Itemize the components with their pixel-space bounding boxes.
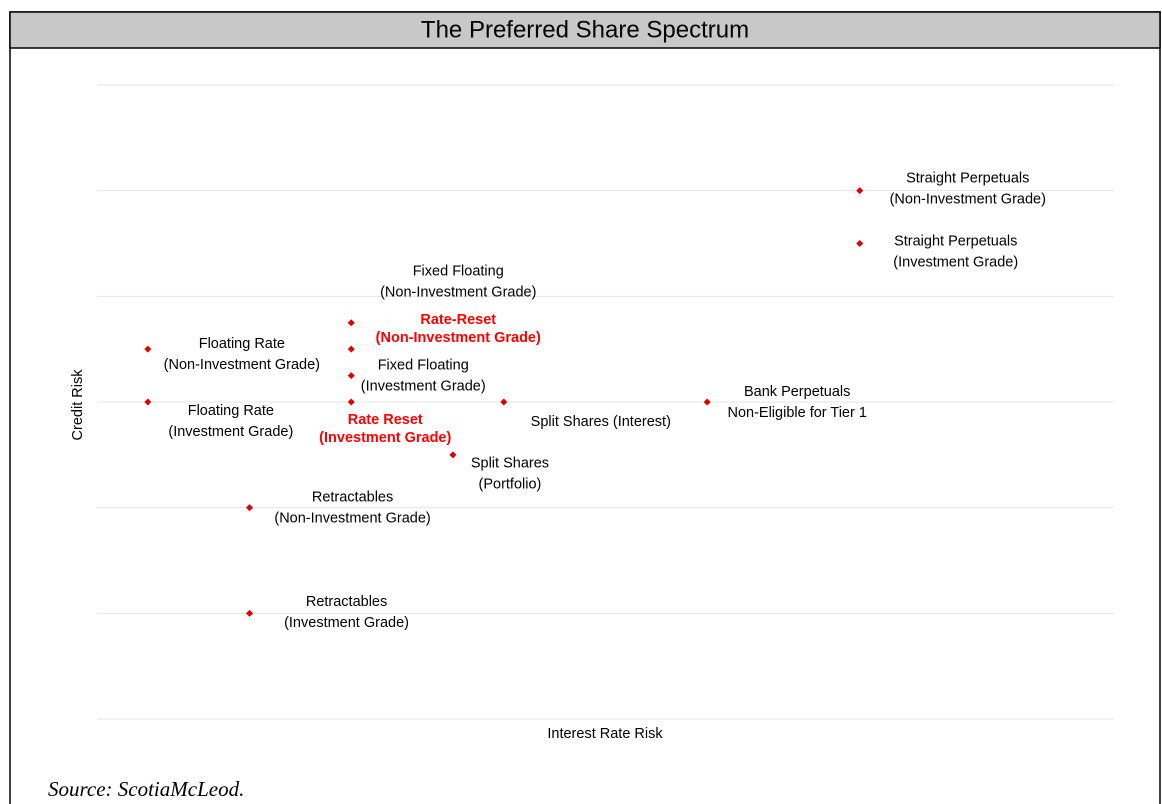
y-axis-label: Credit Risk	[70, 369, 86, 441]
point-label: Retractables	[306, 594, 387, 610]
point-label: Floating Rate	[188, 403, 274, 419]
point-label: Non-Eligible for Tier 1	[727, 405, 866, 421]
point-label: Split Shares (Interest)	[531, 414, 671, 430]
point-label: Bank Perpetuals	[744, 384, 850, 400]
point-label: Retractables	[312, 489, 393, 505]
point	[347, 319, 355, 327]
point	[347, 372, 355, 380]
point	[347, 398, 355, 406]
frame	[9, 11, 1161, 804]
point	[246, 504, 254, 512]
point-label: (Non-Investment Grade)	[376, 330, 541, 346]
point-label: (Investment Grade)	[893, 254, 1018, 270]
point	[246, 609, 254, 617]
point-label: Rate-Reset	[420, 312, 496, 328]
point-label: (Investment Grade)	[284, 615, 409, 631]
point	[449, 451, 457, 459]
point	[856, 187, 864, 195]
title-bar	[9, 11, 1161, 49]
point	[500, 398, 508, 406]
point-label: Fixed Floating	[378, 357, 469, 373]
point	[347, 345, 355, 353]
point	[144, 345, 152, 353]
point-label: (Portfolio)	[479, 477, 542, 493]
point-label: Split Shares	[471, 456, 549, 472]
point-label: Fixed Floating	[413, 264, 504, 280]
point	[856, 240, 864, 247]
point-label: (Non-Investment Grade)	[274, 510, 430, 526]
point-label: Floating Rate	[199, 336, 285, 352]
source-note: Source: ScotiaMcLeod.	[48, 777, 244, 801]
point-label: (Investment Grade)	[168, 424, 293, 440]
point-label: Straight Perpetuals	[906, 170, 1029, 186]
point-label: (Non-Investment Grade)	[164, 357, 320, 373]
x-axis-label: Interest Rate Risk	[547, 726, 663, 742]
point-label: (Non-Investment Grade)	[380, 285, 536, 301]
point-label: (Non-Investment Grade)	[890, 191, 1046, 207]
chart-title: The Preferred Share Spectrum	[421, 16, 749, 43]
point-label: (Investment Grade)	[361, 378, 486, 394]
point-label: (Investment Grade)	[319, 430, 451, 446]
point	[144, 398, 152, 406]
point-label: Rate Reset	[348, 412, 423, 428]
point-label: Straight Perpetuals	[894, 233, 1017, 249]
point	[703, 398, 711, 406]
